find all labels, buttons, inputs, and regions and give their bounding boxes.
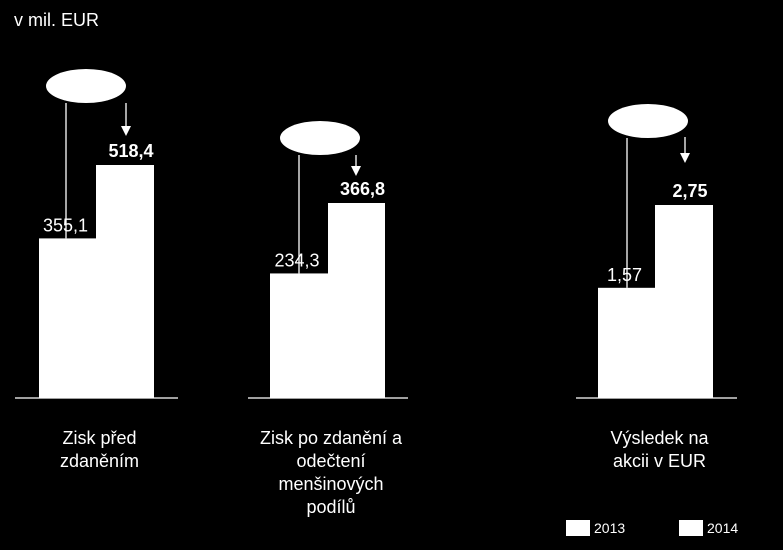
category-label-2-line-4: podílů	[306, 497, 355, 517]
legend-item-2014: 2014	[679, 520, 738, 536]
unit-label: v mil. EUR	[14, 10, 99, 30]
callout-ellipse-1	[46, 69, 126, 103]
value-label-2013-group-3: 1,57	[607, 265, 642, 285]
bar-2013-group-1	[39, 238, 96, 398]
callout-ellipse-2	[280, 121, 360, 155]
value-label-2014-group-3: 2,75	[672, 181, 707, 201]
legend-label-2014: 2014	[707, 520, 739, 536]
value-label-2014-group-1: 518,4	[108, 141, 153, 161]
callout-ellipse-3	[608, 104, 688, 138]
category-label-2-line-1: Zisk po zdanění a	[260, 428, 403, 448]
legend-swatch-2014	[679, 520, 703, 536]
legend-item-2013: 2013	[566, 520, 625, 536]
legend-swatch-2013	[566, 520, 590, 536]
bar-2014-group-2	[328, 203, 385, 398]
value-label-2014-group-2: 366,8	[340, 179, 385, 199]
bar-2014-group-3	[655, 205, 713, 398]
value-label-2013-group-1: 355,1	[43, 215, 88, 235]
category-label-2-line-2: odečtení	[296, 451, 365, 471]
category-label-1-line-2: zdaněním	[60, 451, 139, 471]
category-label-3-line-2: akcii v EUR	[613, 451, 706, 471]
bar-2013-group-2	[270, 273, 328, 398]
bar-2014-group-1	[96, 165, 154, 398]
category-label-1-line-1: Zisk před	[62, 428, 136, 448]
legend-label-2013: 2013	[594, 520, 626, 536]
bar-2013-group-3	[598, 287, 655, 398]
category-label-2-line-3: menšinových	[278, 474, 383, 494]
category-label-3-line-1: Výsledek na	[610, 428, 709, 448]
value-label-2013-group-2: 234,3	[274, 250, 319, 270]
